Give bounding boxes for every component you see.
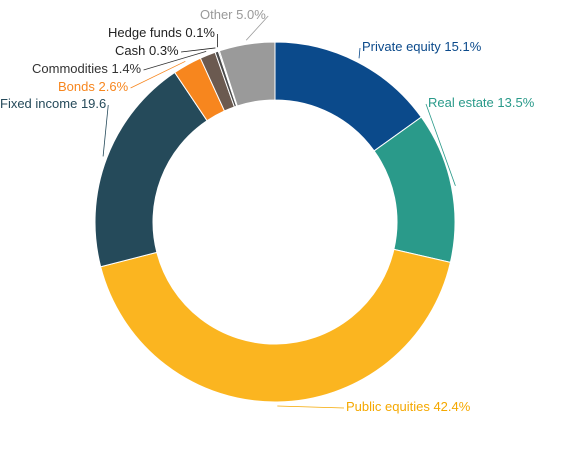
donut-segment bbox=[100, 248, 452, 403]
value-label: 2.6% bbox=[99, 79, 129, 94]
value-label: 0.3% bbox=[149, 43, 179, 58]
leader-line bbox=[130, 60, 186, 89]
leader-line bbox=[277, 405, 345, 409]
data-label: Commodities 1.4% bbox=[32, 61, 142, 76]
data-label: Cash 0.3% bbox=[115, 43, 179, 58]
category-name: Fixed income bbox=[0, 96, 77, 111]
data-label: Private equity 15.1% bbox=[362, 39, 482, 54]
data-label: Fixed income 19.6 bbox=[0, 96, 106, 111]
category-name: Other bbox=[200, 7, 233, 22]
category-name: Public equities bbox=[346, 399, 430, 414]
data-label: Hedge funds 0.1% bbox=[108, 25, 215, 40]
category-name: Commodities bbox=[32, 61, 108, 76]
data-label: Bonds 2.6% bbox=[58, 79, 129, 94]
category-name: Hedge funds bbox=[108, 25, 182, 40]
value-label: 15.1% bbox=[444, 39, 481, 54]
leader-line bbox=[358, 47, 361, 59]
leader-line bbox=[181, 47, 216, 53]
category-name: Bonds bbox=[58, 79, 95, 94]
leader-line bbox=[143, 50, 207, 71]
data-label: Real estate 13.5% bbox=[428, 95, 535, 110]
data-label: Other 5.0% bbox=[200, 7, 266, 22]
value-label: 13.5% bbox=[497, 95, 534, 110]
leader-line bbox=[425, 103, 456, 186]
value-label: 19.6 bbox=[81, 96, 106, 111]
donut-segment bbox=[94, 71, 208, 268]
data-label: Public equities 42.4% bbox=[346, 399, 471, 414]
leader-line bbox=[102, 104, 109, 157]
value-label: 0.1% bbox=[185, 25, 215, 40]
leader-line bbox=[245, 15, 269, 41]
value-label: 42.4% bbox=[433, 399, 470, 414]
value-label: 1.4% bbox=[111, 61, 141, 76]
category-name: Real estate bbox=[428, 95, 494, 110]
donut-segment bbox=[218, 41, 276, 107]
category-name: Private equity bbox=[362, 39, 441, 54]
category-name: Cash bbox=[115, 43, 145, 58]
value-label: 5.0% bbox=[236, 7, 266, 22]
